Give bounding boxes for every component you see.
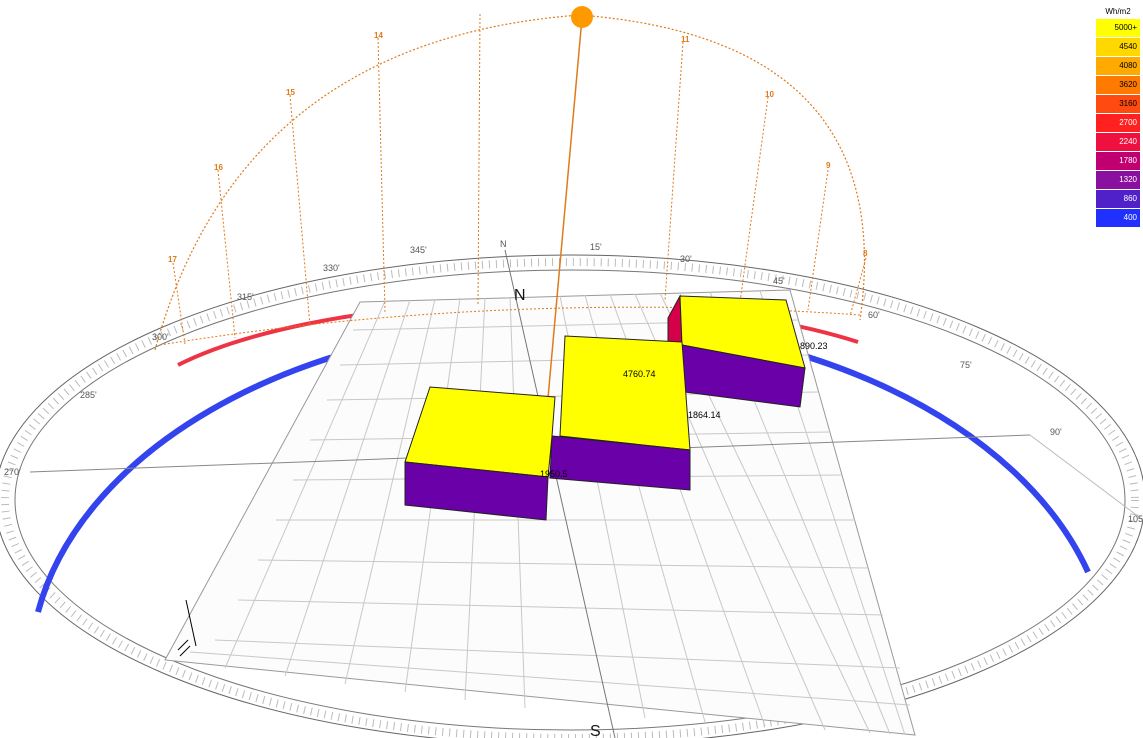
roof-left — [404, 386, 556, 478]
value-label-roof: 4760.74 — [623, 369, 656, 379]
roof-middle — [559, 335, 691, 451]
legend-item: 4540 — [1096, 38, 1140, 57]
legend-item: 860 — [1096, 190, 1140, 209]
hour-label-9: 9 — [826, 161, 831, 170]
axis-gizmo — [177, 599, 197, 657]
legend-item: 2700 — [1096, 114, 1140, 133]
legend-item: 2240 — [1096, 133, 1140, 152]
degree-label-270: 270' — [4, 467, 21, 477]
wall-left-front — [404, 461, 549, 521]
hour-label-8: 8 — [863, 249, 868, 258]
south-label: S — [590, 723, 601, 738]
hour-label-10: 10 — [765, 90, 774, 99]
degree-label-15: 15' — [590, 242, 602, 252]
degree-label-45: 45' — [773, 276, 785, 286]
legend-item: 1780 — [1096, 152, 1140, 171]
legend-panel: Wh/m2 5000+ 4540 4080 3620 3160 2700 2240 1780 1… — [1096, 5, 1140, 228]
legend-item: 400 — [1096, 209, 1140, 228]
hour-lines — [172, 13, 867, 345]
degree-label-330: 330' — [323, 263, 340, 273]
hour-label-14: 14 — [374, 31, 383, 40]
sun-marker[interactable] — [571, 6, 593, 28]
degree-label-60: 60' — [868, 310, 880, 320]
legend-item: 1320 — [1096, 171, 1140, 190]
extension-axis — [1029, 434, 1143, 521]
degree-label-90: 90' — [1050, 427, 1062, 437]
north-label: N — [514, 287, 526, 304]
degree-label-105: 105 — [1128, 514, 1143, 524]
rim-north-label: N — [500, 239, 507, 249]
degree-label-315: 315' — [237, 292, 254, 302]
hour-label-17: 17 — [168, 255, 177, 264]
wall-middle-front — [549, 435, 691, 491]
degree-label-300: 300' — [152, 332, 169, 342]
legend-item: 4080 — [1096, 57, 1140, 76]
hour-label-16: 16 — [214, 163, 223, 172]
north-south-axis — [504, 249, 616, 738]
building-model[interactable] — [404, 294, 806, 521]
hour-label-11: 11 — [681, 35, 690, 44]
compass-inner-ring — [14, 269, 1126, 731]
value-label-middle: 1864.14 — [688, 410, 721, 420]
sun-ray — [547, 17, 583, 399]
value-label-right: 890.23 — [800, 341, 828, 351]
degree-label-345: 345' — [410, 245, 427, 255]
degree-label-75: 75' — [960, 360, 972, 370]
degree-label-30: 30' — [680, 254, 692, 264]
compass-outer-ring — [0, 254, 1143, 738]
legend-item: 3620 — [1096, 76, 1140, 95]
degree-label-285: 285' — [80, 390, 97, 400]
legend-item: 3160 — [1096, 95, 1140, 114]
sun-path-dome — [154, 14, 865, 351]
legend-item: 5000+ — [1096, 19, 1140, 38]
legend-title: Wh/m2 — [1105, 7, 1131, 16]
value-label-left: 1950.5 — [540, 469, 568, 479]
hour-label-15: 15 — [286, 88, 295, 97]
compass-tick-ring — [1, 258, 1139, 738]
